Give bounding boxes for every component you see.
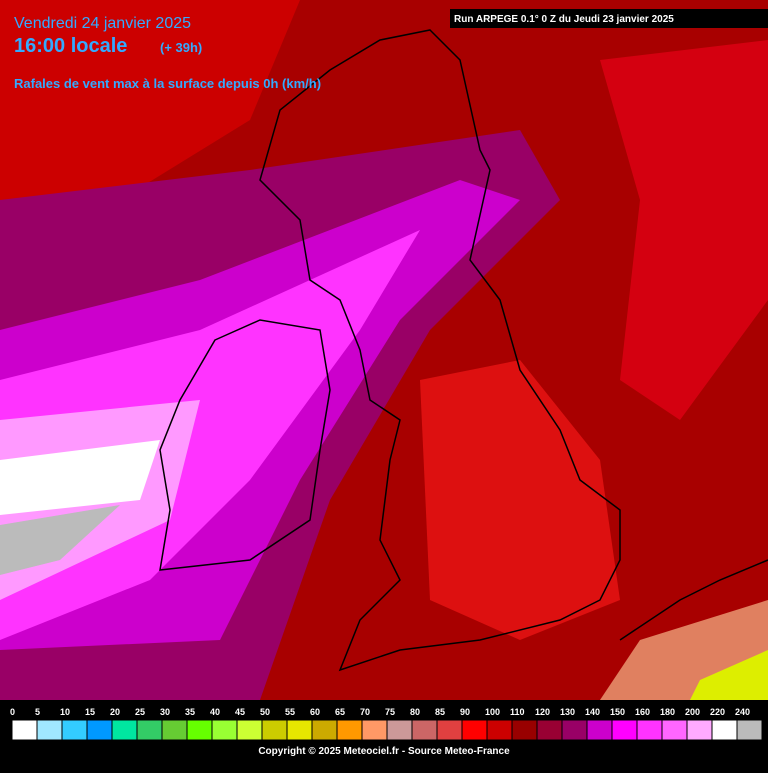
legend-swatch xyxy=(636,719,663,741)
legend-swatch xyxy=(236,719,263,741)
forecast-date: Vendredi 24 janvier 2025 xyxy=(14,15,191,32)
legend-label: 180 xyxy=(660,707,675,717)
legend-label: 130 xyxy=(560,707,575,717)
legend-label: 30 xyxy=(160,707,170,717)
legend-label: 80 xyxy=(410,707,420,717)
legend-swatch xyxy=(586,719,613,741)
legend-label: 90 xyxy=(460,707,470,717)
legend-label: 200 xyxy=(685,707,700,717)
legend-label: 220 xyxy=(710,707,725,717)
legend-label: 75 xyxy=(385,707,395,717)
legend-label: 140 xyxy=(585,707,600,717)
legend-swatch xyxy=(361,719,388,741)
legend-swatch xyxy=(286,719,313,741)
legend-swatch xyxy=(136,719,163,741)
legend-swatch xyxy=(661,719,688,741)
legend-swatch xyxy=(311,719,338,741)
legend-label: 5 xyxy=(35,707,40,717)
legend-label: 50 xyxy=(260,707,270,717)
legend-swatch xyxy=(436,719,463,741)
copyright: Copyright © 2025 Meteociel.fr - Source M… xyxy=(258,746,510,757)
legend-swatch xyxy=(261,719,288,741)
legend-label: 20 xyxy=(110,707,120,717)
forecast-time: 16:00 locale xyxy=(14,35,127,57)
legend-label: 40 xyxy=(210,707,220,717)
legend-swatch xyxy=(536,719,563,741)
legend-label: 85 xyxy=(435,707,445,717)
legend-label: 160 xyxy=(635,707,650,717)
legend-swatch xyxy=(461,719,488,741)
legend-label: 100 xyxy=(485,707,500,717)
map-subtitle: Rafales de vent max à la surface depuis … xyxy=(14,76,321,91)
legend-label: 15 xyxy=(85,707,95,717)
legend-swatch xyxy=(561,719,588,741)
run-box xyxy=(450,9,768,28)
legend-swatch xyxy=(161,719,188,741)
legend-label: 10 xyxy=(60,707,70,717)
legend-swatch xyxy=(386,719,413,741)
run-info: Run ARPEGE 0.1° 0 Z du Jeudi 23 janvier … xyxy=(454,14,674,25)
legend-swatch xyxy=(11,719,38,741)
legend-swatch xyxy=(686,719,713,741)
legend-swatch xyxy=(711,719,738,741)
legend-swatch xyxy=(86,719,113,741)
forecast-lead: (+ 39h) xyxy=(160,40,202,55)
legend-swatch xyxy=(511,719,538,741)
legend-swatch xyxy=(736,719,763,741)
wind-field xyxy=(0,0,768,700)
legend-swatch xyxy=(411,719,438,741)
legend-label: 70 xyxy=(360,707,370,717)
legend-label: 240 xyxy=(735,707,750,717)
legend-swatch xyxy=(211,719,238,741)
legend-swatch xyxy=(186,719,213,741)
coastlines xyxy=(159,29,768,672)
legend-swatch xyxy=(611,719,638,741)
legend-label: 25 xyxy=(135,707,145,717)
legend-label: 35 xyxy=(185,707,195,717)
legend-label: 45 xyxy=(235,707,245,717)
legend-label: 150 xyxy=(610,707,625,717)
legend-label: 0 xyxy=(10,707,15,717)
legend-swatch xyxy=(36,719,63,741)
legend-label: 120 xyxy=(535,707,550,717)
legend-swatch xyxy=(111,719,138,741)
legend-label: 55 xyxy=(285,707,295,717)
legend-label: 110 xyxy=(510,707,525,717)
legend-swatch xyxy=(486,719,513,741)
legend-swatch xyxy=(61,719,88,741)
legend-swatch xyxy=(336,719,363,741)
legend-label: 65 xyxy=(335,707,345,717)
legend-label: 60 xyxy=(310,707,320,717)
